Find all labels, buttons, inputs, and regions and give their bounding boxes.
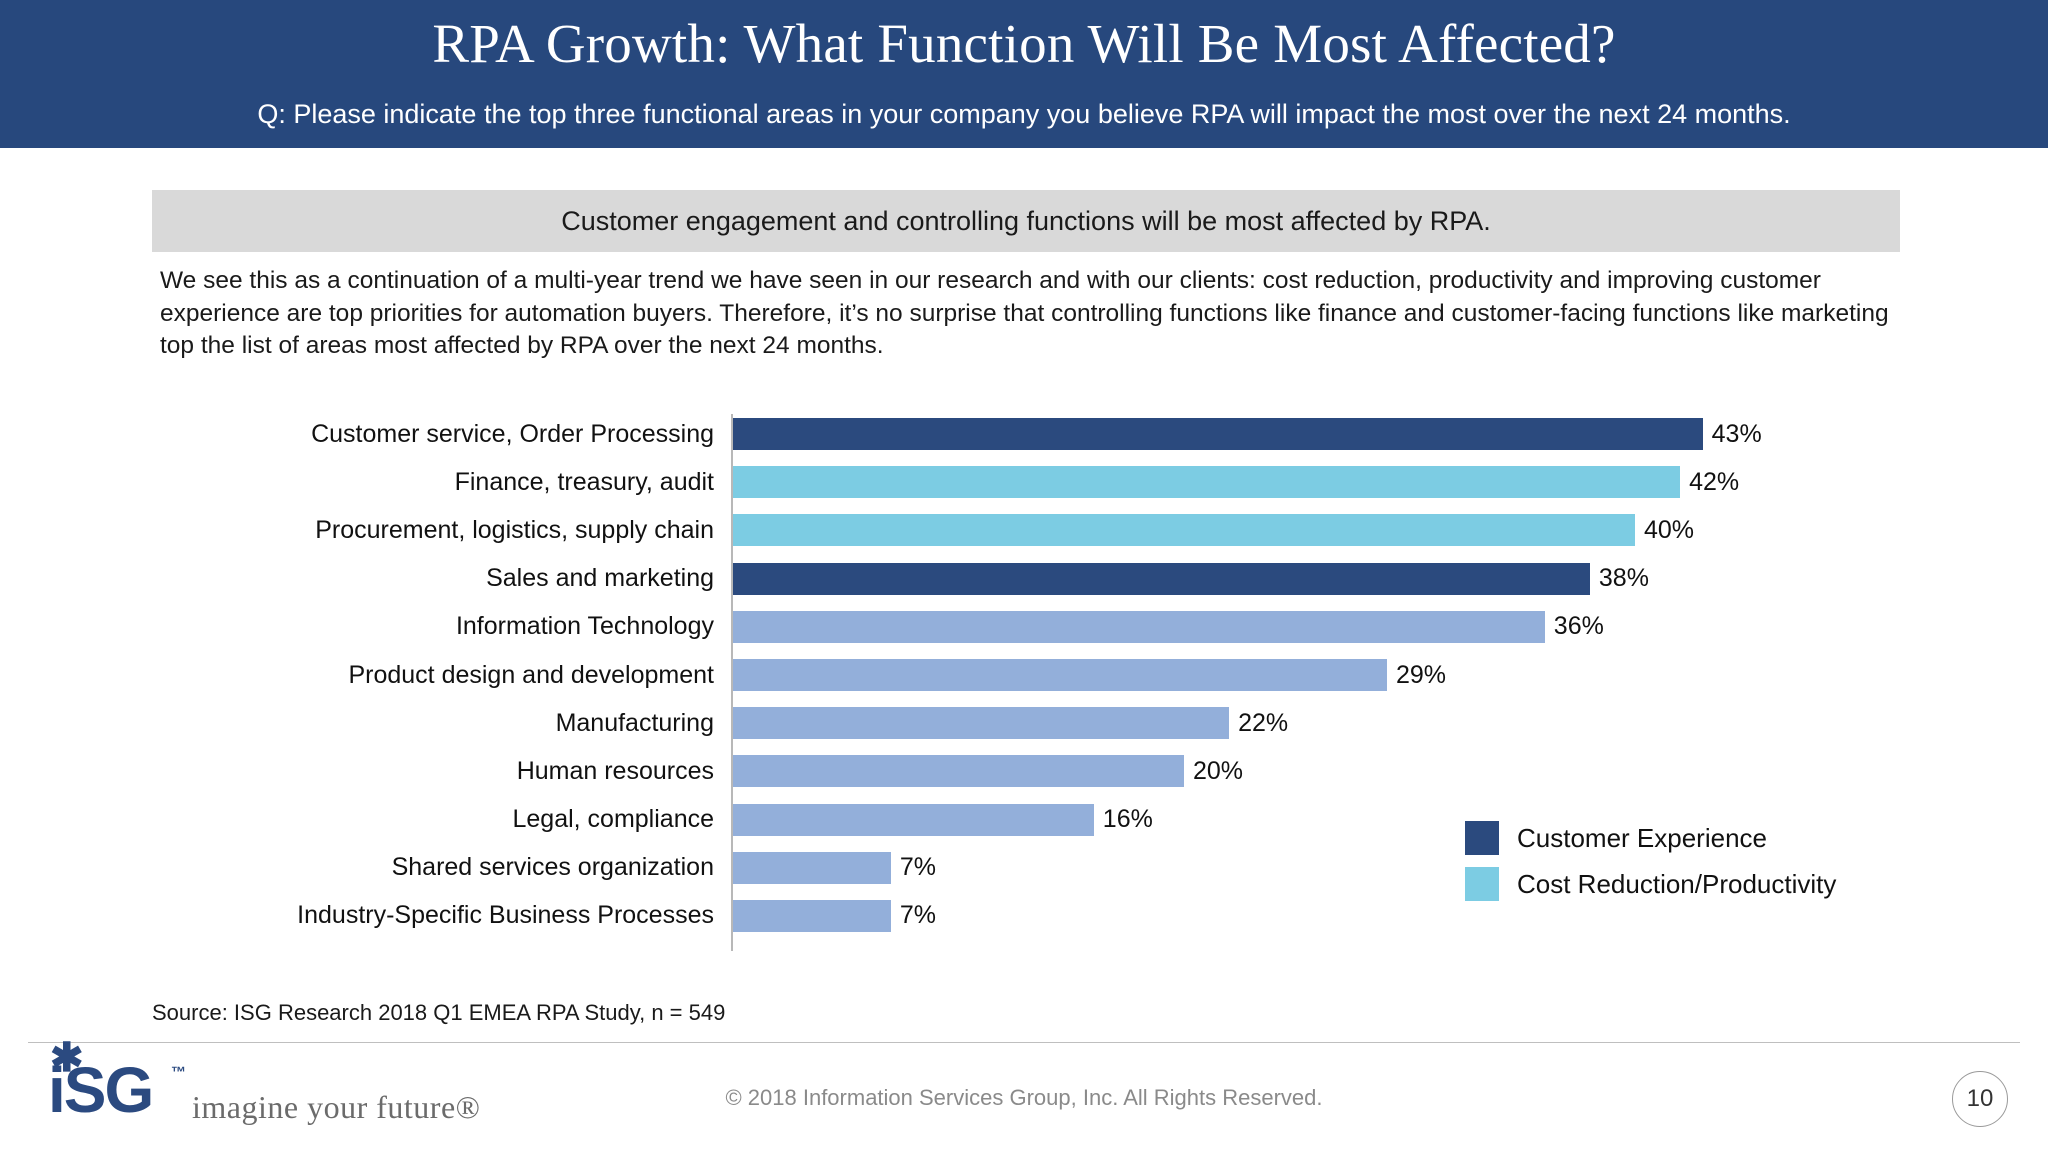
chart-row: Industry-Specific Business Processes 7%	[150, 892, 1910, 940]
chart-row: Human resources 20%	[150, 747, 1910, 795]
logo-mark: ✱ iSG ™	[48, 1038, 186, 1132]
chart-value-label: 36%	[1553, 612, 1604, 641]
chart-row: Manufacturing 22%	[150, 699, 1910, 747]
chart-bar[interactable]	[733, 707, 1230, 740]
chart-category-label: Customer service, Order Processing	[311, 419, 714, 448]
chart-value-label: 7%	[899, 853, 936, 882]
chart-bar-wrap: 43%	[733, 410, 1762, 458]
asterisk-icon: ✱	[50, 1036, 84, 1080]
chart-value-label: 20%	[1193, 756, 1244, 785]
chart-category-label: Sales and marketing	[486, 564, 714, 593]
chart-value-label: 29%	[1395, 660, 1446, 689]
chart-bar-wrap: 16%	[733, 796, 1153, 844]
chart-bar[interactable]	[733, 803, 1094, 836]
legend-label: Customer Experience	[1517, 822, 1767, 853]
bar-chart: Customer service, Order Processing 43% Fin…	[150, 410, 1910, 955]
page-number: 10	[1952, 1071, 2008, 1127]
chart-row: Customer service, Order Processing 43%	[150, 410, 1910, 458]
chart-category-label: Finance, treasury, audit	[454, 467, 714, 496]
body-paragraph: We see this as a continuation of a multi…	[160, 267, 1889, 360]
callout-text: Customer engagement and controlling func…	[561, 205, 1491, 236]
chart-category-label: Manufacturing	[555, 708, 714, 737]
chart-row: Information Technology 36%	[150, 603, 1910, 651]
chart-bar-wrap: 7%	[733, 892, 936, 940]
chart-bar-wrap: 40%	[733, 506, 1694, 554]
chart-bar[interactable]	[733, 514, 1635, 547]
page-title: RPA Growth: What Function Will Be Most A…	[432, 13, 1616, 74]
chart-bar[interactable]	[733, 610, 1545, 643]
chart-value-label: 40%	[1644, 515, 1695, 544]
chart-row: Product design and development 29%	[150, 651, 1910, 699]
chart-axis-line	[731, 414, 733, 951]
logo-tagline: imagine your future®	[192, 1089, 481, 1125]
footer-divider	[28, 1042, 2020, 1043]
chart-category-label: Human resources	[516, 756, 714, 785]
chart-category-label: Information Technology	[455, 612, 714, 641]
legend-item[interactable]: Customer Experience	[1465, 815, 1836, 861]
legend-label: Cost Reduction/Productivity	[1517, 868, 1837, 899]
chart-bar-wrap: 36%	[733, 603, 1604, 651]
logo-wordmark: iSG	[48, 1054, 154, 1126]
chart-bar-wrap: 7%	[733, 844, 936, 892]
chart-category-label: Product design and development	[348, 660, 714, 689]
chart-value-label: 7%	[899, 901, 936, 930]
chart-legend: Customer Experience Cost Reduction/Produc…	[1465, 815, 1836, 907]
source-note: Source: ISG Research 2018 Q1 EMEA RPA St…	[152, 1000, 726, 1025]
chart-value-label: 16%	[1102, 805, 1153, 834]
chart-bar[interactable]	[733, 899, 891, 932]
chart-value-label: 22%	[1238, 708, 1289, 737]
chart-bar-wrap: 29%	[733, 651, 1446, 699]
callout-banner: Customer engagement and controlling func…	[152, 190, 1900, 252]
legend-item[interactable]: Cost Reduction/Productivity	[1465, 861, 1836, 907]
chart-bar-wrap: 38%	[733, 555, 1649, 603]
chart-category-label: Industry-Specific Business Processes	[297, 901, 714, 930]
chart-bar[interactable]	[733, 466, 1681, 499]
page-subtitle: Q: Please indicate the top three functio…	[257, 99, 1791, 129]
chart-row: Shared services organization 7%	[150, 844, 1910, 892]
trademark-icon: ™	[171, 1064, 186, 1081]
chart-category-label: Procurement, logistics, supply chain	[315, 515, 714, 544]
legend-swatch-icon	[1465, 821, 1499, 855]
chart-category-label: Shared services organization	[391, 853, 714, 882]
chart-value-label: 43%	[1711, 419, 1762, 448]
chart-bar-wrap: 20%	[733, 747, 1243, 795]
chart-value-label: 38%	[1598, 564, 1649, 593]
isg-logo: ✱ iSG ™ imagine your future®	[48, 1038, 481, 1132]
chart-bar-wrap: 42%	[733, 458, 1739, 506]
chart-category-label: Legal, compliance	[512, 805, 714, 834]
header-band: RPA Growth: What Function Will Be Most A…	[0, 0, 2048, 148]
chart-bar-wrap: 22%	[733, 699, 1288, 747]
chart-bar[interactable]	[733, 755, 1184, 788]
chart-value-label: 42%	[1689, 467, 1740, 496]
chart-bar[interactable]	[733, 851, 891, 884]
legend-swatch-icon	[1465, 867, 1499, 901]
chart-row: Sales and marketing 38%	[150, 555, 1910, 603]
chart-row: Finance, treasury, audit 42%	[150, 458, 1910, 506]
chart-row: Legal, compliance 16%	[150, 796, 1910, 844]
copyright-text: © 2018 Information Services Group, Inc. …	[725, 1085, 1323, 1110]
chart-rows: Customer service, Order Processing 43% Fin…	[150, 410, 1910, 940]
chart-bar[interactable]	[733, 659, 1387, 692]
chart-bar[interactable]	[733, 418, 1703, 451]
chart-row: Procurement, logistics, supply chain 40%	[150, 506, 1910, 554]
chart-bar[interactable]	[733, 562, 1590, 595]
